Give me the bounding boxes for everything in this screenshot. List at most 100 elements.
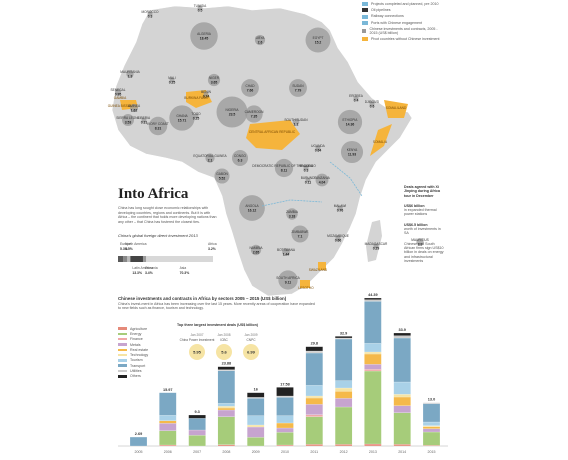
country-value-malawi: 0.76	[337, 209, 344, 213]
bubble-botswana	[282, 248, 290, 256]
country-label-lesotho: LESOTHO	[298, 286, 314, 290]
sector-chart-subtitle: China's invest-ment in Africa has been i…	[118, 302, 315, 311]
fdi-label: Africa	[208, 242, 217, 246]
map-legend-swatch	[362, 2, 368, 7]
country-value-sudan: 7.79	[295, 89, 302, 93]
country-label-sierra-leone: SIERRA LEONE	[116, 116, 139, 120]
country-value-ethiopia: 14.36	[346, 123, 355, 127]
country-value-togo: 0.25	[193, 117, 200, 121]
country-value-kenya: 11.93	[348, 153, 356, 157]
country-label-egypt: EGYPT	[313, 36, 324, 40]
country-value-zambia: 3.18	[289, 215, 296, 219]
bubble-uganda	[315, 145, 321, 151]
bubble-madagascar	[373, 243, 379, 249]
country-label-senegal: SENEGAL	[110, 88, 125, 92]
sector-chart-title: Chinese investments and contracts in Afr…	[118, 296, 287, 301]
country-label-madagascar: MADAGASCAR	[365, 242, 388, 246]
bubble-egypt	[305, 27, 331, 53]
country-label-algeria: ALGERIA	[197, 32, 212, 36]
country-label-mauritius: MAURITIUS	[411, 238, 429, 242]
country-label-mozambique: MOZAMBIQUE	[327, 234, 349, 238]
sector-legend-item: Agriculture	[118, 326, 148, 331]
fdi-segment-europe	[118, 256, 124, 262]
country-label-central-african-republic: CENTRAL AFRICAN REPUBLIC	[249, 130, 296, 134]
bubble-eritrea	[353, 95, 359, 101]
bubble-gabon	[214, 168, 230, 184]
sector-legend-swatch	[118, 332, 127, 336]
fdi-label: North America	[125, 242, 147, 246]
country-label-nigeria: NIGERIA	[225, 108, 239, 112]
country-label-liberia: LIBERIA	[138, 116, 151, 120]
country-value-djibouti: 0.6	[370, 105, 375, 109]
sector-legend-swatch	[118, 364, 127, 367]
pivot-central-african-republic	[246, 120, 300, 150]
country-label-somalia: SOMALIA	[373, 140, 388, 144]
fdi-label: Asia	[180, 266, 187, 270]
country-label-congo: CONGO	[234, 154, 247, 158]
country-label-ivory-coast: IVORY COAST	[147, 122, 169, 126]
country-label-zimbabwe: ZIMBABWE	[291, 230, 308, 234]
country-label-ghana: GHANA	[176, 114, 188, 118]
country-label-kenya: KENYA	[347, 148, 358, 152]
bubble-algeria	[190, 22, 218, 50]
sector-legend-swatch	[118, 369, 127, 373]
country-label-guinea-bissau: GUINEA BISSAU	[108, 104, 133, 108]
country-value-algeria: 18.45	[200, 37, 209, 41]
bubble-sierra-leone	[121, 113, 135, 127]
fdi-value: 4.5%	[125, 247, 133, 251]
sector-legend-label: Tourism	[130, 358, 143, 363]
country-value-gabon: 5.52	[219, 177, 226, 181]
country-value-madagascar: 0.29	[373, 247, 380, 251]
country-label-south-africa: SOUTH AFRICA	[276, 276, 300, 280]
country-label-equatorial-guinea: EQUATORIAL GUINEA	[193, 154, 227, 158]
top-deals-title: Top three largest investment deals (US$ …	[177, 323, 259, 327]
country-value-burundi: 0.11	[305, 181, 312, 185]
country-label-cameroon: CAMEROON	[245, 110, 264, 114]
bubble-mauritania	[126, 70, 134, 78]
country-label-gambia: GAMBIA	[114, 96, 127, 100]
bubble-cameroon	[245, 105, 263, 123]
side-note: Deals agreed with Xi Jinping during Afri…	[404, 185, 444, 198]
bubble-benin	[203, 91, 209, 97]
side-note-body: Chinese and South African firms sign US$…	[404, 241, 444, 263]
sector-legend-item: Finance	[118, 337, 148, 342]
side-note-body: in expanded thermal power stations	[404, 208, 437, 217]
map-legend-swatch	[362, 8, 368, 13]
side-note-body: worth of investments in SA	[404, 227, 441, 236]
side-note-head: US$6.5 billion	[404, 222, 428, 227]
map-legend-label: Chinese investments and contracts, 2005 …	[369, 26, 438, 36]
country-value-nigeria: 23.5	[229, 113, 236, 117]
sector-legend-item: Others	[118, 374, 148, 379]
country-value-egypt: 15.2	[315, 41, 322, 45]
sector-legend-item: Metals	[118, 342, 148, 347]
country-value-angola: 16.12	[248, 209, 257, 213]
country-label-angola: ANGOLA	[245, 204, 259, 208]
country-value-senegal: 0.95	[115, 93, 122, 97]
africa-land	[111, 5, 413, 297]
fdi-label: Europe	[120, 242, 131, 246]
bubble-nigeria	[216, 96, 248, 128]
pivot-somaliland	[384, 100, 408, 118]
country-label-libya: LIBYA	[256, 36, 266, 40]
pivot-countries	[120, 90, 408, 288]
sector-chart-header: Chinese investments and contracts in Afr…	[118, 296, 318, 311]
country-value-morocco: 0.3	[148, 15, 153, 19]
country-label-benin: BENIN	[201, 90, 211, 94]
country-label-somaliland: SOMALILAND	[386, 106, 407, 110]
bubble-djibouti	[369, 101, 375, 107]
sector-legend: Agriculture Energy Finance Metals Real estat…	[118, 326, 148, 379]
bubble-libya	[254, 34, 266, 46]
country-value-tanzania: 4.04	[319, 181, 326, 185]
country-value-south-africa: 9.11	[285, 281, 292, 285]
sector-legend-label: Real estate	[130, 347, 149, 352]
bubble-tanzania	[315, 173, 329, 187]
country-label-namibia: NAMIBIA	[249, 246, 263, 250]
country-value-rwanda: 0.3	[304, 169, 309, 173]
bubble-democratic-republic-of-the-congo	[274, 158, 294, 178]
railway-east	[329, 161, 363, 197]
bubble-senegal	[114, 88, 122, 96]
country-value-botswana: 1.44	[283, 253, 290, 257]
bubble-ghana	[169, 105, 195, 131]
country-label-mali: MALI	[168, 76, 176, 80]
